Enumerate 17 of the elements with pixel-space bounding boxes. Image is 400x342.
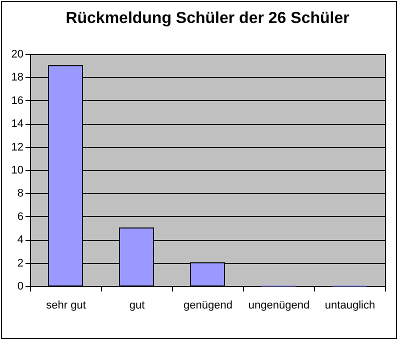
chart-title: Rückmeldung Schüler der 26 Schüler xyxy=(66,10,350,27)
y-tick-label: 4 xyxy=(17,234,24,246)
y-tick-label: 14 xyxy=(11,118,24,130)
y-tick-label: 2 xyxy=(17,257,24,270)
y-tick-label: 20 xyxy=(11,48,24,60)
x-tick-label: untauglich xyxy=(324,300,376,312)
y-tick-label: 16 xyxy=(11,94,24,107)
x-tick-label: gut xyxy=(129,300,145,312)
y-tick-label: 0 xyxy=(17,280,24,292)
x-tick-label: sehr gut xyxy=(46,300,86,312)
y-tick-label: 6 xyxy=(17,210,24,223)
y-tick-label: 8 xyxy=(17,188,24,200)
y-tick-label: 10 xyxy=(11,164,24,176)
x-tick-label: ungenügend xyxy=(248,300,310,312)
x-tick-label: genügend xyxy=(184,300,232,312)
y-tick-label: 12 xyxy=(11,141,24,154)
y-tick-label: 18 xyxy=(11,72,24,84)
